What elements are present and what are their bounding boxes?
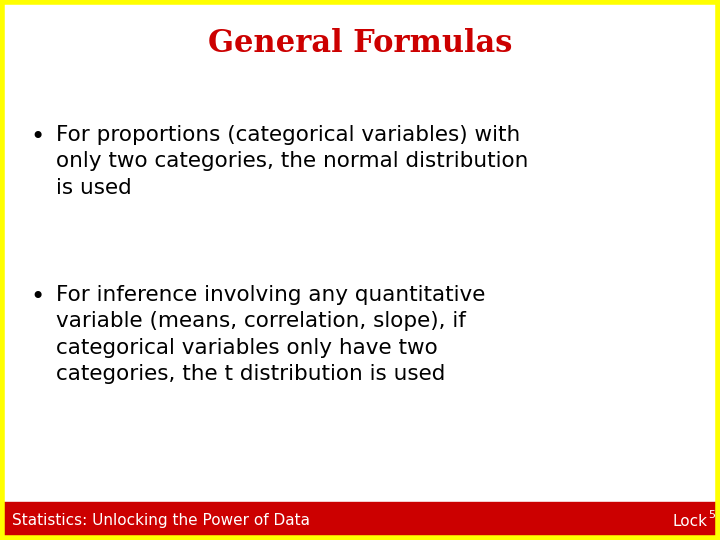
Text: For proportions (categorical variables) with
only two categories, the normal dis: For proportions (categorical variables) …: [56, 125, 528, 198]
Text: Statistics: Unlocking the Power of Data: Statistics: Unlocking the Power of Data: [12, 514, 310, 529]
Bar: [0, 502, 720, 540]
Text: •: •: [30, 285, 44, 309]
Text: 5: 5: [708, 510, 715, 520]
Text: General Formulas: General Formulas: [208, 28, 512, 59]
Text: For inference involving any quantitative
variable (means, correlation, slope), i: For inference involving any quantitative…: [56, 285, 485, 384]
Text: •: •: [30, 125, 44, 149]
Text: Lock: Lock: [673, 514, 708, 529]
